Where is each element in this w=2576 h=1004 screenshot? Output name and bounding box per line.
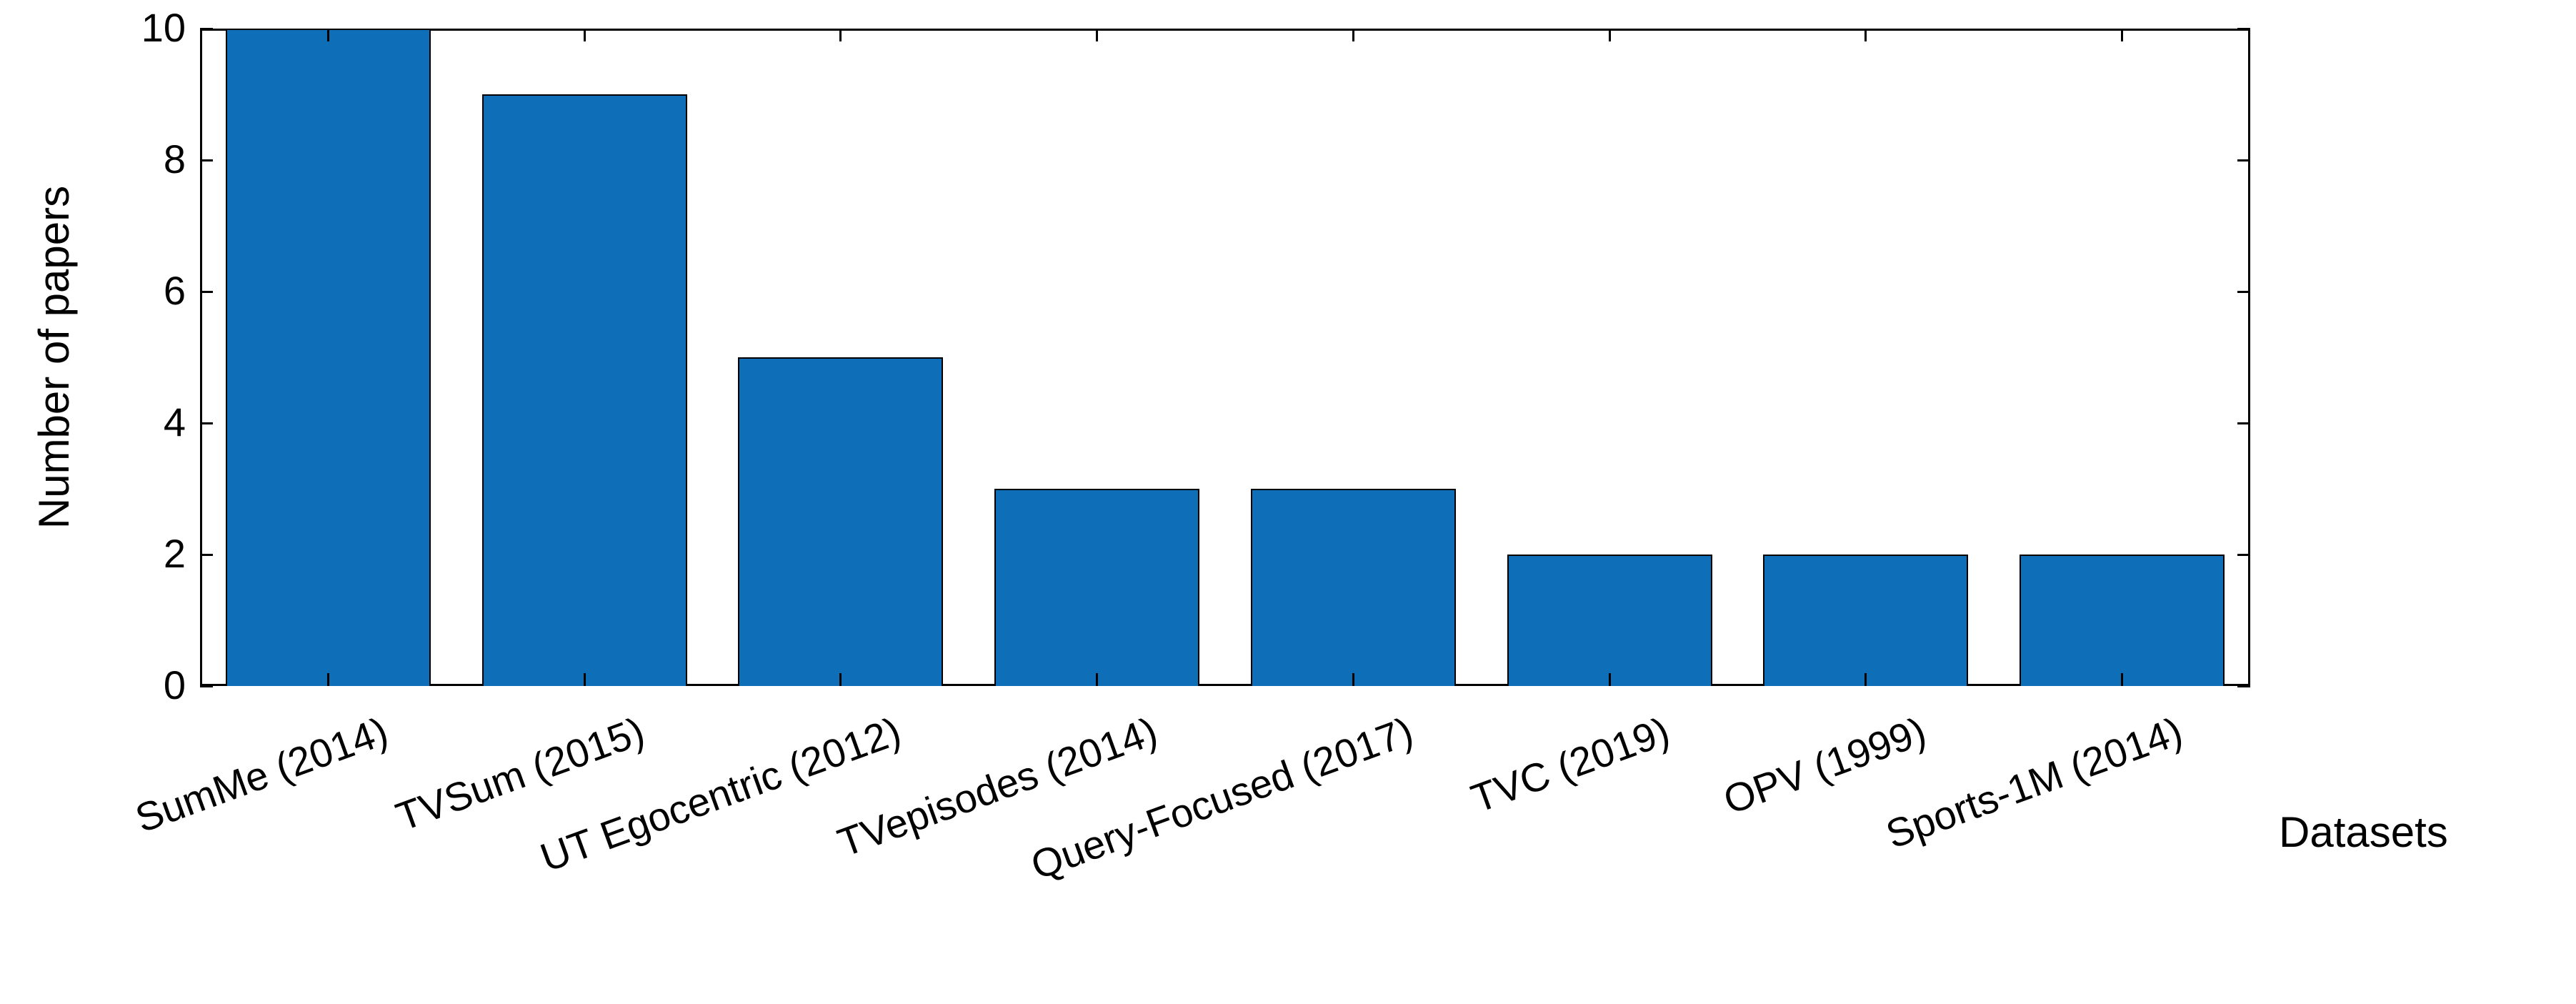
bar (1763, 555, 1968, 686)
xtick (584, 673, 586, 686)
xtick-label: Sports-1M (2014) (1879, 707, 2188, 858)
bar-chart: 0 2 4 6 8 10 Number of papers Datasets SumMe (20… (0, 0, 2576, 1004)
ytick-label: 2 (164, 530, 186, 577)
bar (1251, 489, 1456, 686)
xtick-label: SumMe (2014) (129, 707, 394, 842)
y-axis-label: Number of papers (29, 186, 79, 529)
axis-right (2248, 29, 2250, 686)
xtick (327, 29, 329, 41)
bar (738, 357, 943, 686)
xtick (2121, 673, 2123, 686)
ytick (2237, 159, 2250, 161)
bar (482, 94, 687, 686)
bar (226, 29, 431, 686)
ytick-label: 8 (164, 136, 186, 182)
xtick (1864, 673, 1867, 686)
ytick (200, 28, 213, 30)
ytick (2237, 291, 2250, 293)
xtick (1352, 673, 1354, 686)
ytick (2237, 28, 2250, 30)
ytick (2237, 422, 2250, 424)
xtick (1352, 29, 1354, 41)
bar (1507, 555, 1712, 686)
xtick (839, 673, 842, 686)
bar (994, 489, 1199, 686)
xtick (327, 673, 329, 686)
xtick (1609, 29, 1611, 41)
xtick (1864, 29, 1867, 41)
axis-top (200, 29, 2250, 31)
ytick (2237, 685, 2250, 687)
xtick (839, 29, 842, 41)
x-axis-label: Datasets (2279, 807, 2448, 857)
ytick (200, 291, 213, 293)
axis-left (200, 29, 202, 686)
xtick-label: TVC (2019) (1465, 707, 1675, 822)
ytick-label: 6 (164, 267, 186, 314)
ytick-label: 10 (141, 4, 186, 51)
ytick (200, 685, 213, 687)
ytick (200, 554, 213, 556)
xtick (2121, 29, 2123, 41)
ytick-label: 0 (164, 662, 186, 708)
ytick (200, 422, 213, 424)
ytick (200, 159, 213, 161)
ytick-label: 4 (164, 399, 186, 445)
xtick (584, 29, 586, 41)
xtick (1609, 673, 1611, 686)
xtick (1096, 673, 1098, 686)
xtick (1096, 29, 1098, 41)
ytick (2237, 554, 2250, 556)
bar (2020, 555, 2225, 686)
